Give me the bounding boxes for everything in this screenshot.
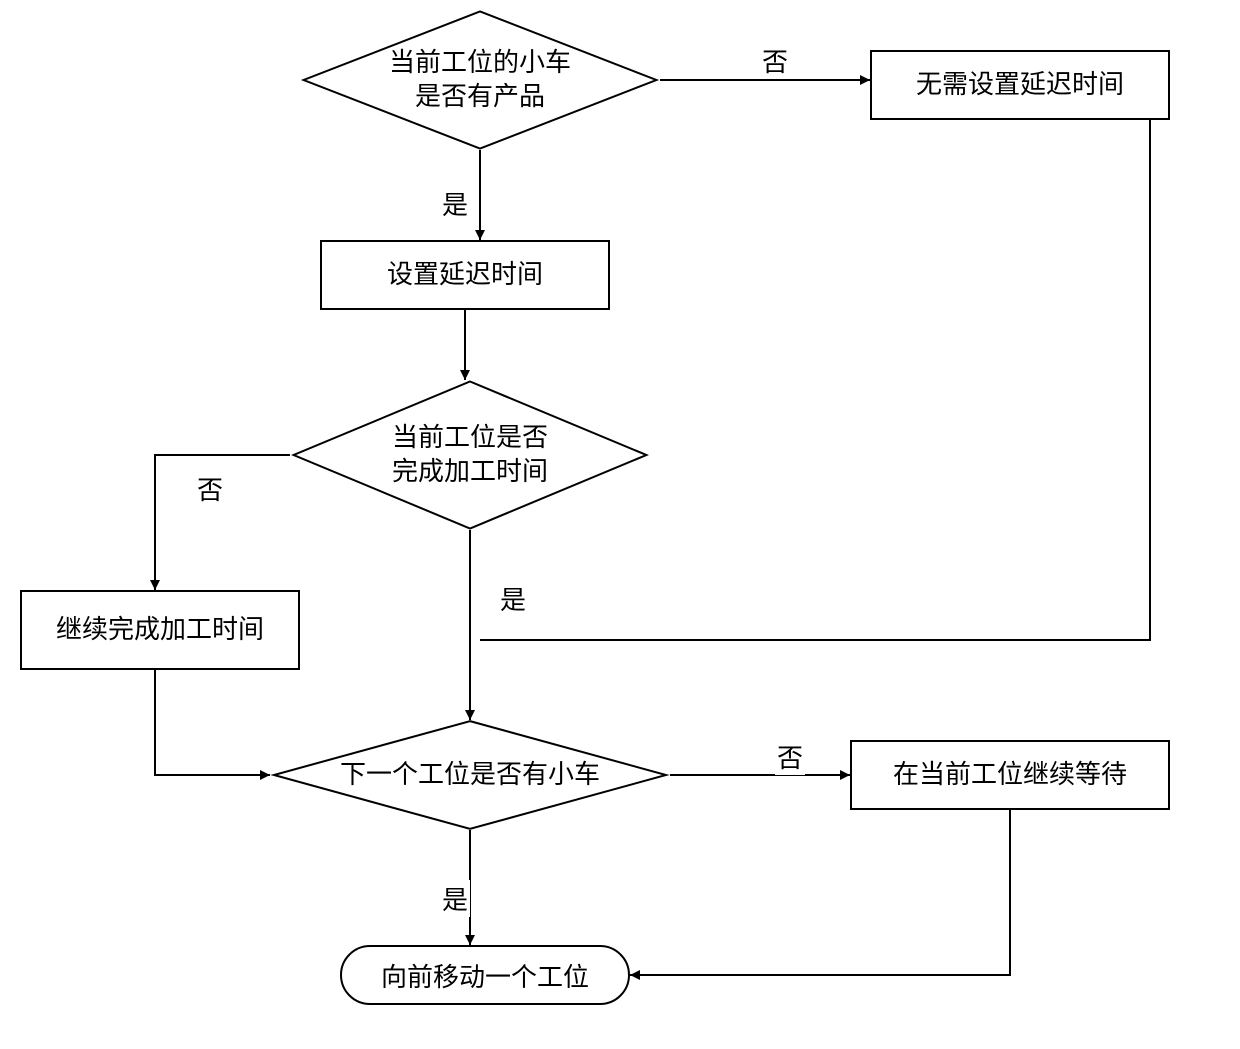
decision-next-has-cart-label: 下一个工位是否有小车 <box>270 720 670 830</box>
edge-r_wait-t_end <box>630 810 1010 975</box>
edge-label-d1-r_no_delay: 否 <box>760 42 790 79</box>
process-set-delay: 设置延迟时间 <box>320 240 610 310</box>
edge-label-d2-r_continue_proc: 否 <box>195 470 225 507</box>
flowchart-canvas: 当前工位的小车是否有产品 无需设置延迟时间 设置延迟时间 当前工位是否完成加工时… <box>0 0 1240 1049</box>
process-continue-processing: 继续完成加工时间 <box>20 590 300 670</box>
decision-has-product-label: 当前工位的小车是否有产品 <box>300 10 660 150</box>
decision-has-product: 当前工位的小车是否有产品 <box>300 10 660 150</box>
process-no-delay: 无需设置延迟时间 <box>870 50 1170 120</box>
decision-next-has-cart: 下一个工位是否有小车 <box>270 720 670 830</box>
decision-processing-done-label: 当前工位是否完成加工时间 <box>290 380 650 530</box>
edge-label-d3-r_wait: 否 <box>775 738 805 775</box>
decision-processing-done: 当前工位是否完成加工时间 <box>290 380 650 530</box>
edge-r_continue_proc-d3 <box>155 670 270 775</box>
edge-label-d1-r_set_delay: 是 <box>440 185 470 222</box>
process-no-delay-label: 无需设置延迟时间 <box>916 68 1124 102</box>
process-continue-processing-label: 继续完成加工时间 <box>56 613 264 647</box>
edge-label-d3-t_end: 是 <box>440 880 470 917</box>
process-wait-label: 在当前工位继续等待 <box>893 758 1127 792</box>
terminal-move-forward: 向前移动一个工位 <box>340 945 630 1005</box>
process-wait: 在当前工位继续等待 <box>850 740 1170 810</box>
terminal-move-forward-label: 向前移动一个工位 <box>381 957 589 994</box>
edge-label-d2-join1: 是 <box>498 580 528 617</box>
process-set-delay-label: 设置延迟时间 <box>387 258 543 292</box>
